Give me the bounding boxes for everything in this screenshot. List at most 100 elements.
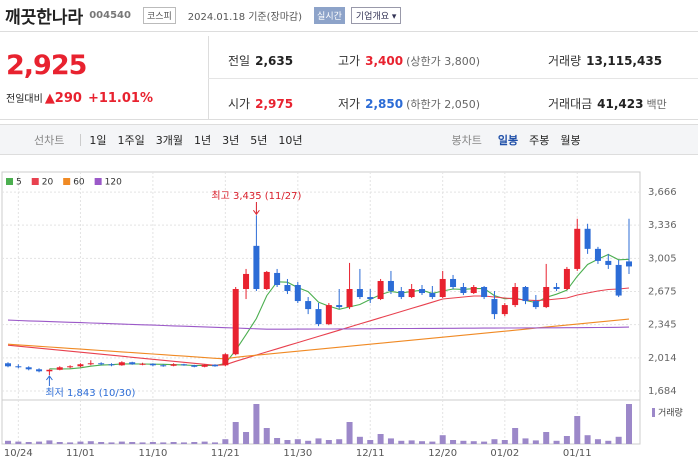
stock-name: 깨끗한나라	[5, 8, 84, 28]
change-value: ▲290	[44, 91, 82, 106]
x-tick-label: 12/20	[428, 448, 457, 459]
cell-label: 시가	[228, 97, 251, 111]
volume-legend-swatch	[652, 408, 655, 417]
volume-bar	[5, 440, 11, 444]
x-tick-label: 11/10	[138, 448, 167, 459]
legend-swatch	[31, 178, 39, 185]
volume-bar	[563, 436, 570, 444]
candle-body	[212, 364, 218, 367]
volume-bar	[377, 434, 384, 444]
volume-bar	[315, 438, 322, 444]
candle-body	[501, 305, 508, 315]
volume-bar	[584, 435, 591, 444]
volume-bar	[387, 438, 394, 444]
candle-body	[108, 364, 115, 366]
candle-body	[232, 289, 239, 355]
candle-body	[98, 363, 105, 365]
volume-bar	[522, 438, 529, 444]
candle-body	[87, 363, 94, 365]
change: 전일대비 ▲290 +11.01%	[6, 90, 153, 106]
volume-bar	[139, 442, 146, 444]
candle-body	[129, 362, 136, 365]
volume-bar	[263, 428, 270, 444]
candle-body	[67, 366, 74, 368]
period-tab[interactable]: 주봉	[529, 133, 550, 147]
volume-bar	[470, 441, 477, 444]
x-tick-label: 10/24	[4, 448, 33, 459]
period-tab[interactable]: 5년	[250, 133, 268, 147]
volume-bar	[284, 440, 291, 444]
y-tick-label: 3,336	[648, 220, 677, 231]
volume-bar	[253, 404, 260, 444]
top-bar: 깨끗한나라 004540 코스피 2024.01.18 기준(장마감) 실시간 …	[0, 0, 698, 32]
volume-bar	[553, 440, 560, 444]
x-tick-label: 11/01	[66, 448, 95, 459]
y-tick-label: 2,014	[648, 353, 677, 364]
cell-extra: (하한가 2,050)	[406, 98, 480, 111]
cell-extra: 백만	[646, 98, 667, 111]
quote-cell: 거래대금 41,423 백만	[548, 95, 667, 112]
volume-bar	[574, 416, 581, 444]
candle-body	[222, 354, 229, 366]
company-button[interactable]: 기업개요 ▾	[350, 7, 402, 24]
volume-bar	[25, 442, 32, 444]
period-tab[interactable]: 1일	[89, 133, 107, 147]
candle-body	[470, 287, 477, 294]
price: 2,925	[6, 50, 87, 81]
period-tab[interactable]: 월봉	[560, 133, 581, 147]
volume-bar	[67, 442, 74, 444]
candle-body	[15, 366, 22, 368]
volume-bar	[450, 440, 457, 444]
period-tab[interactable]: 3년	[222, 133, 240, 147]
candle-body	[294, 284, 301, 302]
period-tab[interactable]: 일봉	[497, 133, 519, 147]
volume-bar	[180, 442, 187, 444]
cell-value: 41,423	[597, 97, 644, 111]
volume-bar	[512, 428, 519, 444]
ma-line	[49, 253, 630, 370]
period-tabs: 선차트 1일 1주일 3개월 1년 3년 5년 10년 봉차트 일봉 주봉 월봉	[0, 124, 698, 155]
candle-body	[512, 287, 519, 306]
volume-bar	[243, 432, 250, 444]
period-tab[interactable]: 1년	[194, 133, 212, 147]
candle-body	[408, 289, 415, 298]
period-tab[interactable]: 10년	[278, 133, 303, 147]
volume-bar	[56, 442, 63, 444]
candle-body	[605, 260, 612, 265]
candle-body	[118, 362, 125, 366]
period-tab[interactable]: 3개월	[155, 133, 183, 147]
candle-body	[139, 363, 146, 365]
volume-bar	[325, 440, 332, 444]
candle-body	[387, 280, 394, 292]
candle-body	[398, 291, 405, 298]
candle-body	[284, 284, 291, 292]
volume-bar	[305, 440, 312, 444]
candle-body	[315, 309, 322, 325]
candle-body	[419, 289, 425, 294]
candle-body	[594, 248, 601, 261]
cell-value: 3,400	[365, 54, 404, 68]
y-tick-label: 3,666	[648, 187, 677, 198]
candle-body	[46, 369, 53, 372]
realtime-button[interactable]: 실시간	[314, 7, 345, 24]
candle-body	[56, 367, 63, 370]
candle-body	[356, 289, 363, 298]
y-tick-label: 3,005	[648, 253, 677, 264]
candle-body	[522, 287, 529, 302]
candle-body	[170, 364, 177, 366]
volume-bar	[36, 441, 43, 444]
candle-body	[346, 289, 353, 308]
volume-bar	[212, 442, 218, 444]
cell-value: 2,850	[365, 97, 404, 111]
candle-body	[77, 364, 84, 367]
divider	[208, 78, 698, 79]
volume-bar	[615, 436, 622, 444]
candle-body	[543, 287, 550, 308]
period-tab[interactable]: 1주일	[117, 133, 145, 147]
candle-body	[553, 287, 560, 290]
candle-body	[626, 261, 632, 267]
change-label: 전일대비	[6, 94, 43, 105]
tab-group-label: 봉차트	[451, 133, 482, 147]
volume-bar	[408, 440, 415, 444]
volume-bar	[77, 441, 84, 444]
